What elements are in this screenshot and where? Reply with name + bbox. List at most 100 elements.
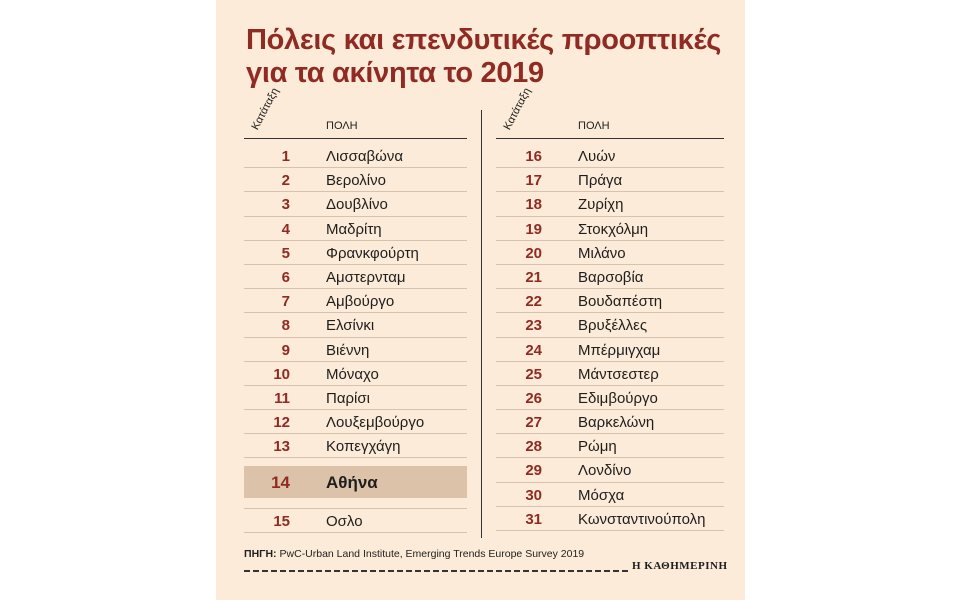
table-row: 3 Δουβλίνο [244,192,467,217]
rank-number: 17 [525,172,542,190]
rank-header: Κατάταξη [249,86,282,132]
header-rule [496,138,724,139]
table-row: 27 Βαρκελώνη [496,410,724,435]
rank-number: 11 [274,389,290,407]
rank-number: 14 [271,473,290,493]
city-name: Μαδρίτη [326,220,382,238]
city-name: Ελσίνκι [326,317,375,335]
table-row: 19 Στοκχόλμη [496,217,724,241]
rank-number: 3 [281,196,290,214]
table-row: 25 Μάντσεστερ [496,362,724,386]
table-row: 21 Βαρσοβία [496,265,724,290]
table-row: 28 Ρώμη [496,434,724,459]
city-name: Αθήνα [326,473,378,493]
city-name: Αμστερνταμ [326,268,406,286]
rank-number: 29 [525,462,542,480]
rank-number: 9 [281,341,290,359]
city-name: Εδιμβούργο [578,389,658,407]
rank-number: 24 [525,341,542,359]
table-row: 29 Λονδίνο [496,458,724,483]
city-name: Βαρσοβία [578,268,644,286]
title-line-2: για τα ακίνητα το 2019 [246,57,544,89]
city-name: Ρώμη [578,438,617,456]
table-row: 4 Μαδρίτη [244,217,467,241]
rank-number: 20 [525,244,542,262]
table-row: 13 Κοπεγχάγη [244,434,467,459]
infographic-title: Πόλεις και επενδυτικές προοπτικές για τα… [246,24,726,90]
rank-number: 2 [281,172,290,190]
table-row: 1 Λισσαβώνα [244,144,467,169]
city-name: Βρυξέλλες [578,317,648,335]
table-row: 12 Λουξεμβούργο [244,410,467,435]
table-row: 24 Μπέρμιγχαμ [496,338,724,362]
rank-number: 30 [525,486,542,504]
city-name: Λυών [578,148,616,165]
rank-number: 1 [281,148,290,165]
city-name: Οσλο [326,513,363,531]
table-row: 31 Κωνσταντινούπολη [496,507,724,531]
city-header: ΠΟΛΗ [578,120,610,132]
table-row-highlighted: 14 Αθήνα [244,466,467,499]
rank-number: 15 [273,513,290,531]
city-name: Πράγα [578,172,623,190]
city-name: Λουξεμβούργο [326,414,425,432]
column-divider [481,110,482,538]
rank-number: 7 [281,293,290,311]
city-name: Δουβλίνο [326,196,388,214]
rank-number: 13 [273,438,290,456]
table-row: 23 Βρυξέλλες [496,313,724,338]
publisher-logo: Η ΚΑΘΗΜΕΡΙΝΗ [630,560,730,572]
source-label: ΠΗΓΗ: [244,548,277,560]
source-note: ΠΗΓΗ: PwC-Urban Land Institute, Emerging… [244,548,584,560]
city-name: Λονδίνο [578,462,632,480]
rank-number: 6 [281,268,290,286]
table-row: 18 Ζυρίχη [496,192,724,217]
rank-number: 4 [281,220,290,238]
city-name: Αμβούργο [326,293,395,311]
city-name: Λισσαβώνα [326,148,404,165]
city-name: Ζυρίχη [578,196,624,214]
rank-number: 16 [525,148,542,165]
city-name: Μπέρμιγχαμ [578,341,661,359]
city-name: Βιέννη [326,341,370,359]
table-row: 16 Λυών [496,144,724,169]
rank-header: Κατάταξη [501,86,534,132]
city-name: Φρανκφούρτη [326,244,419,262]
table-row: 30 Μόσχα [496,483,724,507]
city-name: Κοπεγχάγη [326,438,401,456]
ranking-rows-right: 16 Λυών 17 Πράγα 18 Ζυρίχη 19 Στοκχόλμη 20 Μιλάνο… [496,144,724,531]
city-name: Βουδαπέστη [578,293,663,311]
rank-number: 18 [525,196,542,214]
city-name: Βερολίνο [326,172,386,190]
table-row: 2 Βερολίνο [244,168,467,193]
rank-number: 28 [525,438,542,456]
rank-number: 21 [525,268,542,286]
table-row: 7 Αμβούργο [244,289,467,314]
rank-number: 8 [281,317,290,335]
table-row: 22 Βουδαπέστη [496,289,724,314]
city-header: ΠΟΛΗ [326,120,358,132]
table-row: 10 Μόναχο [244,362,467,386]
city-name: Κωνσταντινούπολη [578,510,706,528]
title-line-1: Πόλεις και επενδυτικές προοπτικές [246,24,722,56]
city-name: Παρίσι [326,389,370,407]
ranking-rows-left: 1 Λισσαβώνα 2 Βερολίνο 3 Δουβλίνο 4 Μαδρίτη 5 Φρα… [244,144,467,533]
table-row: 8 Ελσίνκι [244,313,467,338]
table-row: 6 Αμστερνταμ [244,265,467,290]
table-row: 20 Μιλάνο [496,241,724,265]
rank-number: 10 [273,365,290,383]
rank-number: 22 [525,293,542,311]
city-name: Μιλάνο [578,244,626,262]
rank-number: 19 [525,220,542,238]
rank-number: 26 [525,389,542,407]
table-row: 9 Βιέννη [244,338,467,362]
table-row: 15 Οσλο [244,508,467,533]
bottom-rule [244,570,724,572]
city-name: Στοκχόλμη [578,220,649,238]
header-rule [244,138,467,139]
table-row: 26 Εδιμβούργο [496,386,724,411]
city-name: Βαρκελώνη [578,414,655,432]
rank-number: 31 [525,510,542,528]
rank-number: 12 [273,414,290,432]
table-row: 17 Πράγα [496,168,724,193]
